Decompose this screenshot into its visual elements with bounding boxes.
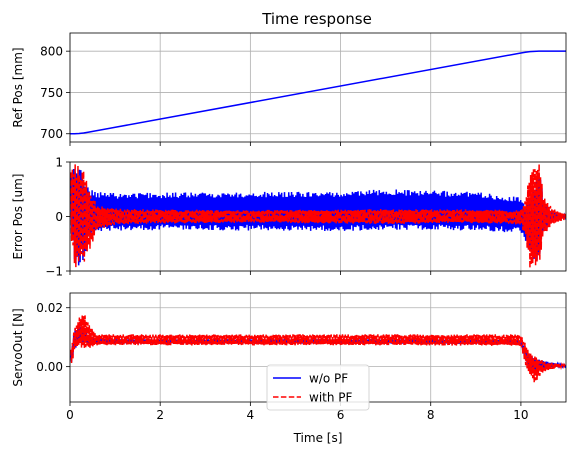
y-axis-label: Error Pos [um] — [11, 174, 25, 260]
legend-box — [266, 364, 370, 411]
x-tick-label: 4 — [247, 408, 255, 422]
legend-label: w/o PF — [309, 372, 348, 386]
y-tick-label: 750 — [40, 86, 63, 100]
y-tick-label: −1 — [45, 265, 63, 279]
y-tick-label: 0 — [55, 210, 63, 224]
legend: w/o PF with PF — [266, 364, 370, 411]
series-line-2 — [70, 164, 566, 269]
y-tick-label: 1 — [55, 156, 63, 170]
subplot-3: 0 2 4 6 8 10 0.00 0.02 ServoOut [N] Time [s] w/o P… — [11, 292, 567, 445]
y-axis-label: Ref Pos [mm] — [11, 47, 25, 127]
y-tick-label: 0.00 — [36, 360, 63, 374]
series-group — [70, 164, 566, 269]
y-tick-label: 700 — [40, 127, 63, 141]
x-tick-label: 6 — [337, 408, 345, 422]
x-tick-label: 0 — [66, 408, 74, 422]
series-line-1 — [70, 50, 566, 135]
series-line-2 — [70, 315, 566, 383]
x-tick-label: 10 — [513, 408, 528, 422]
figure-title: Time response — [261, 10, 372, 28]
series-group — [70, 50, 566, 135]
subplot-2: −1 0 1 Error Pos [um] — [11, 156, 567, 279]
y-axis-label: ServoOut [N] — [11, 308, 25, 386]
x-axis-label: Time [s] — [293, 431, 343, 445]
x-tick-label: 8 — [427, 408, 435, 422]
x-tick-label: 2 — [156, 408, 164, 422]
legend-label: with PF — [309, 391, 353, 405]
axes-frame — [69, 32, 567, 143]
y-tick-label: 800 — [40, 45, 63, 59]
series-group — [70, 315, 566, 383]
subplot-panels: 700 750 800 Ref Pos [mm] −1 0 1 Error Pos [um] 0… — [11, 32, 567, 445]
subplot-1: 700 750 800 Ref Pos [mm] — [11, 32, 567, 146]
y-tick-label: 0.02 — [36, 301, 63, 315]
